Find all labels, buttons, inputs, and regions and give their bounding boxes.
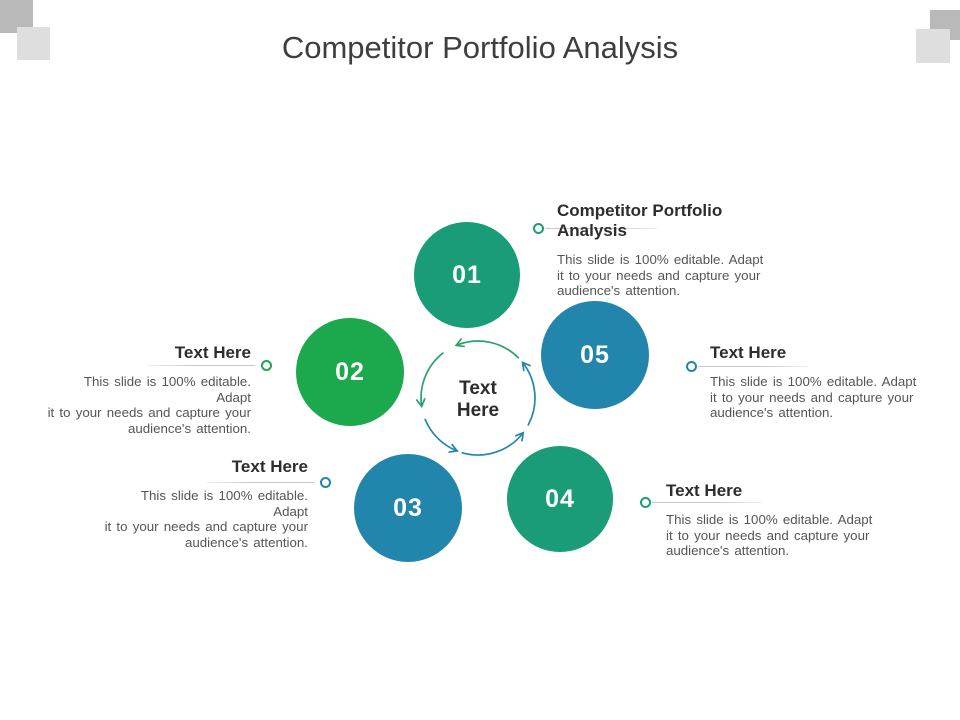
cycle-arc-bottom-left-icon	[424, 418, 459, 453]
cycle-arc-top-icon	[454, 338, 520, 359]
step-number: 04	[545, 484, 575, 513]
callout-step-04: Text Here This slide is 100% editable. A…	[666, 481, 878, 559]
connector-line-03	[207, 482, 314, 483]
callout-step-01: Competitor Portfolio Analysis This slide…	[557, 201, 769, 299]
cycle-arc-right-icon	[521, 361, 536, 426]
step-number: 02	[335, 357, 365, 386]
step-number: 03	[393, 493, 423, 522]
step-circle-02: 02	[296, 318, 404, 426]
step-circle-01: 01	[414, 222, 520, 328]
callout-heading: Competitor Portfolio Analysis	[557, 201, 723, 240]
callout-body: This slide is 100% editable. Adapt it to…	[557, 252, 764, 298]
connector-line-05	[698, 366, 808, 367]
callout-body: This slide is 100% editable. Adapt it to…	[710, 374, 917, 420]
callout-step-03: Text Here This slide is 100% editable. A…	[103, 457, 308, 550]
page-title: Competitor Portfolio Analysis	[281, 30, 679, 65]
cycle-arc-bottom-right-icon	[461, 431, 525, 456]
callout-body: This slide is 100% editable. Adapt it to…	[47, 374, 251, 436]
callout-step-05: Text Here This slide is 100% editable. A…	[710, 343, 922, 421]
connector-line-04	[652, 502, 762, 503]
cycle-arrows	[415, 338, 536, 456]
step-circle-05: 05	[541, 301, 649, 409]
corner-accent-top-right-light	[916, 29, 950, 63]
callout-body: This slide is 100% editable. Adapt it to…	[666, 512, 873, 558]
callout-heading: Text Here	[666, 481, 743, 500]
callout-heading: Text Here	[231, 457, 308, 476]
callout-step-02: Text Here This slide is 100% editable. A…	[45, 343, 251, 436]
connector-dot-01	[533, 223, 544, 234]
connector-line-01	[545, 228, 657, 229]
callout-heading: Text Here	[710, 343, 787, 362]
step-circle-03: 03	[354, 454, 462, 562]
step-number: 01	[452, 260, 482, 289]
connector-dot-02	[261, 360, 272, 371]
connector-dot-03	[320, 477, 331, 488]
center-text-placeholder: Text Here	[456, 378, 500, 421]
connector-dot-04	[640, 497, 651, 508]
corner-accent-top-left-light	[17, 27, 50, 60]
callout-body: This slide is 100% editable. Adapt it to…	[104, 488, 308, 550]
step-circle-04: 04	[507, 446, 613, 552]
callout-heading: Text Here	[174, 343, 251, 362]
cycle-arc-left-icon	[415, 352, 444, 409]
connector-line-02	[148, 365, 255, 366]
connector-dot-05	[686, 361, 697, 372]
step-number: 05	[580, 340, 610, 369]
